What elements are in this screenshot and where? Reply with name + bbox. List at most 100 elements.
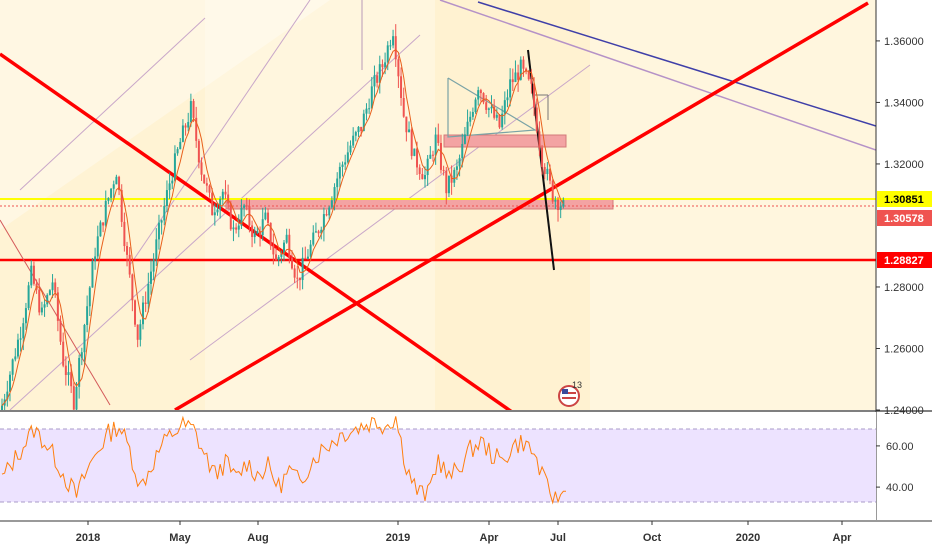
- blue-channel-lower[interactable]: [439, 0, 876, 151]
- candle-body: [471, 111, 474, 117]
- candle-body: [144, 302, 147, 304]
- candle-body: [134, 300, 137, 325]
- candle-body: [213, 212, 216, 216]
- black-projection-line[interactable]: [527, 49, 555, 271]
- candle-body: [352, 135, 355, 146]
- candle-body: [38, 289, 41, 313]
- candle-body: [402, 97, 405, 117]
- candle-body: [546, 168, 549, 175]
- candle-body: [14, 356, 17, 360]
- candle-body: [501, 113, 504, 128]
- candle-body: [96, 236, 99, 257]
- faint-channel-line-3[interactable]: [189, 64, 591, 361]
- time-tick-label: 2020: [736, 532, 760, 544]
- candle-body: [75, 386, 78, 410]
- price-tag-yellow-label: 1.30851: [884, 194, 924, 206]
- time-tick-label: Oct: [643, 532, 662, 544]
- candle-body: [171, 180, 174, 184]
- candle-body: [219, 199, 222, 210]
- candle-body: [107, 197, 110, 201]
- candle-body: [235, 227, 238, 230]
- candle-body: [11, 359, 14, 375]
- rsi-tick-label: 40.00: [886, 482, 914, 494]
- candle-body: [482, 93, 485, 103]
- candle-body: [59, 320, 62, 342]
- price-tag-current: 1.30578: [877, 210, 932, 226]
- rsi-axis[interactable]: 60.00 40.00: [876, 441, 914, 494]
- candle-body: [418, 167, 421, 175]
- candle-body: [455, 166, 458, 170]
- candle-body: [224, 191, 227, 195]
- time-tick-label: 2018: [76, 532, 100, 544]
- red-trendline-ascending[interactable]: [174, 1, 869, 410]
- price-tick-label: 1.36000: [884, 36, 924, 48]
- candle-body: [208, 185, 211, 193]
- candle-body: [30, 265, 33, 286]
- candle-body: [251, 225, 254, 238]
- candle-body: [27, 285, 30, 309]
- candle-body: [62, 341, 65, 366]
- candle-body: [163, 205, 166, 221]
- rsi-band: [0, 429, 876, 502]
- candle-body: [19, 338, 22, 340]
- candle-body: [551, 180, 554, 202]
- candle-body: [338, 166, 341, 179]
- candle-body: [362, 113, 365, 132]
- candle-body: [197, 140, 200, 163]
- candle-body: [519, 59, 522, 80]
- candle-body: [269, 222, 272, 246]
- time-axis[interactable]: 2018 May Aug 2019 Apr Jul Oct 2020 Apr: [76, 521, 852, 544]
- candle-body: [445, 170, 448, 194]
- candle-body: [128, 254, 131, 275]
- price-tick-label: 1.28000: [884, 282, 924, 294]
- candle-body: [314, 231, 317, 233]
- candle-body: [22, 323, 25, 339]
- candle-body: [517, 72, 520, 80]
- candle-body: [535, 107, 538, 132]
- candle-body: [405, 116, 408, 133]
- candle-body: [511, 79, 514, 83]
- faint-channel-line-1[interactable]: [19, 17, 206, 191]
- thin-red-line[interactable]: [0, 219, 111, 406]
- rsi-line: [1, 415, 567, 505]
- candle-body: [272, 245, 275, 255]
- candle-body: [424, 175, 426, 180]
- price-tag-current-label: 1.30578: [884, 213, 924, 225]
- candle-body: [192, 101, 195, 118]
- candle-body: [195, 117, 198, 141]
- drawing-layer: [0, 0, 876, 412]
- time-tick-label: Apr: [480, 532, 500, 544]
- time-tick-label: Apr: [833, 532, 853, 544]
- red-trendline-descending[interactable]: [0, 52, 513, 412]
- candle-body: [421, 174, 424, 180]
- candle-body: [543, 166, 546, 175]
- candle-body: [426, 158, 429, 176]
- candle-body: [51, 282, 54, 291]
- candle-body: [261, 219, 264, 236]
- candle-body: [413, 148, 416, 156]
- blue-channel-upper[interactable]: [477, 1, 876, 127]
- candle-body: [506, 97, 509, 101]
- candle-body: [32, 265, 35, 284]
- candle-body: [6, 391, 9, 400]
- candle-body: [392, 36, 395, 46]
- economic-event-badge[interactable]: 13: [558, 380, 582, 407]
- candle-body: [487, 108, 490, 110]
- candle-body: [439, 142, 442, 170]
- candle-body: [370, 86, 373, 109]
- candle-body: [479, 90, 482, 94]
- candle-body: [112, 184, 115, 189]
- candle-body: [296, 277, 299, 279]
- candle-body: [527, 71, 530, 80]
- candle-body: [94, 256, 97, 262]
- candle-body: [434, 134, 437, 156]
- candle-body: [469, 116, 472, 122]
- candle-body: [64, 365, 67, 376]
- candle-body: [346, 152, 349, 163]
- candle-body: [243, 205, 246, 208]
- faint-channel-line-2[interactable]: [129, 0, 311, 266]
- price-tick-label: 1.34000: [884, 97, 924, 109]
- zone-upper[interactable]: [443, 134, 567, 148]
- candle-body: [227, 194, 230, 204]
- candle-body: [275, 254, 278, 261]
